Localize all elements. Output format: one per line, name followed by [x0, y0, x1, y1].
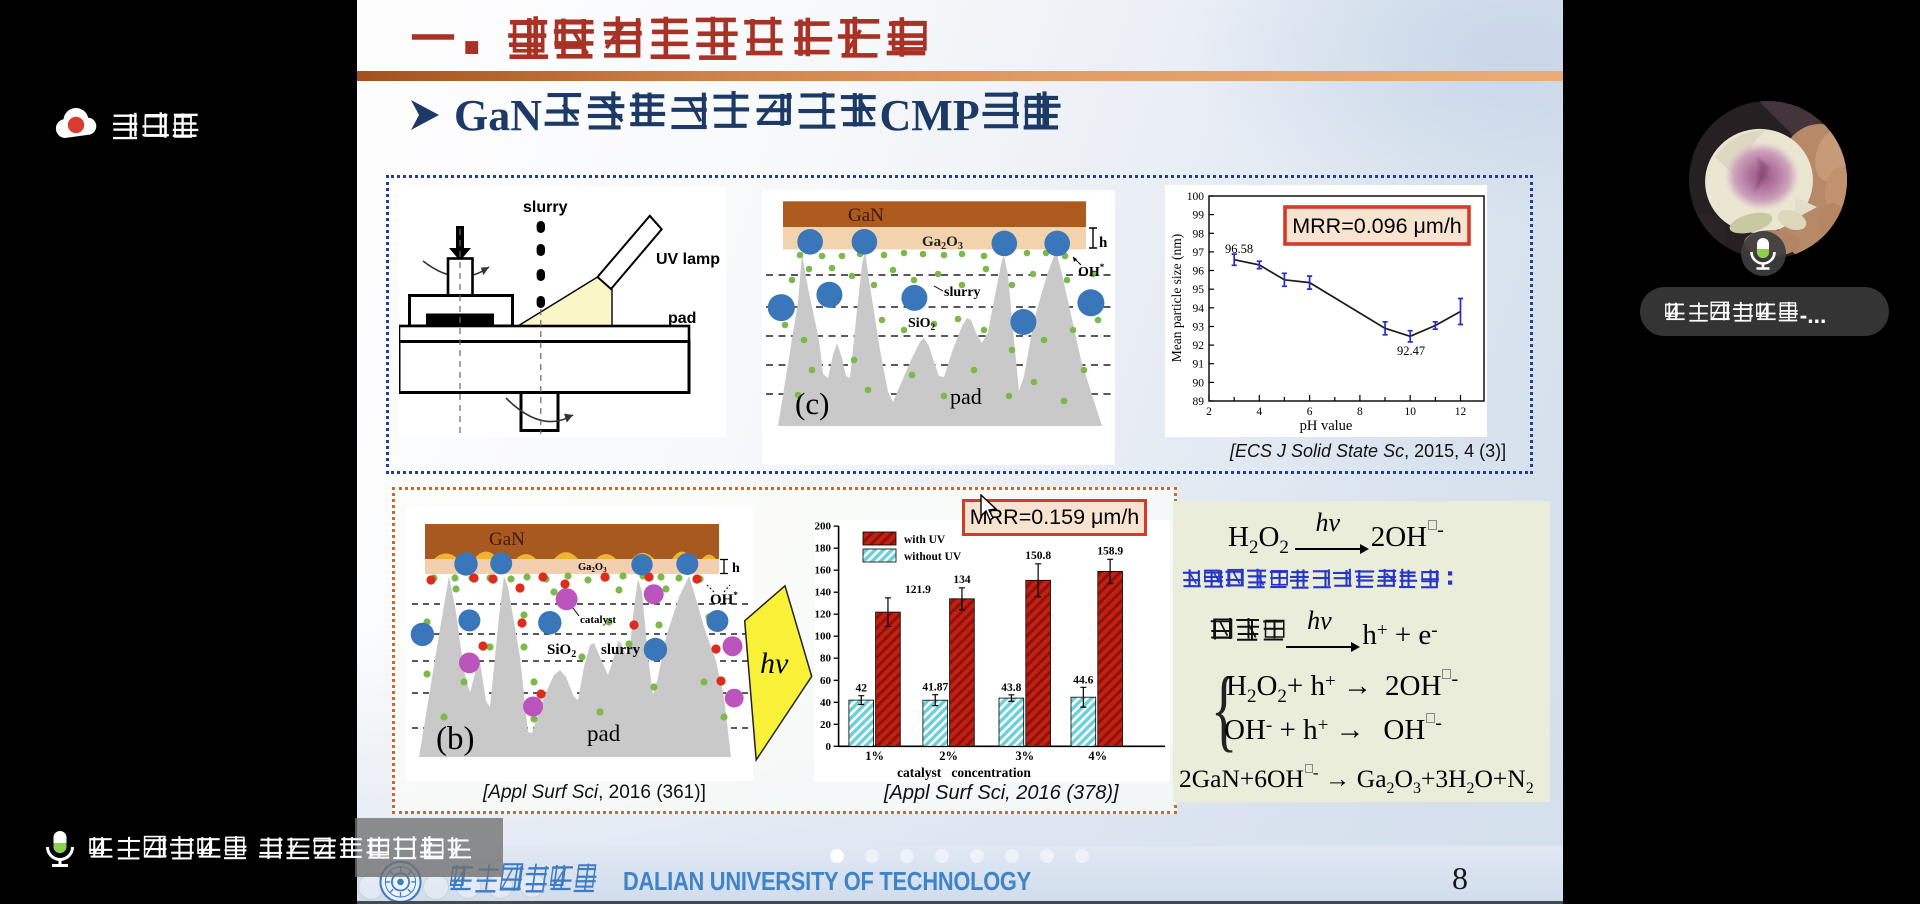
- svg-text:slurry: slurry: [523, 199, 568, 216]
- svg-text:100: 100: [1187, 191, 1205, 203]
- svg-text:60: 60: [820, 675, 832, 687]
- svg-text:97: 97: [1193, 247, 1205, 259]
- svg-text:94: 94: [1193, 303, 1205, 315]
- svg-text:121.9: 121.9: [905, 584, 931, 596]
- svg-text:95: 95: [1193, 284, 1205, 296]
- svg-text:h: h: [732, 561, 740, 576]
- svg-text:42: 42: [856, 683, 868, 695]
- svg-text:20: 20: [820, 719, 832, 731]
- svg-text:0: 0: [826, 741, 832, 753]
- svg-text:80: 80: [820, 653, 832, 665]
- svg-text:catalyst: catalyst: [580, 614, 616, 626]
- svg-text:160: 160: [815, 565, 832, 577]
- svg-text:180: 180: [815, 543, 832, 555]
- svg-text:UV lamp: UV lamp: [656, 251, 720, 268]
- svg-text:92.47: 92.47: [1397, 344, 1425, 358]
- svg-text:93: 93: [1193, 322, 1205, 334]
- svg-text:89: 89: [1193, 396, 1205, 408]
- svg-text:Mean particle size (nm): Mean particle size (nm): [1169, 234, 1184, 363]
- svg-text:Ga2O3: Ga2O3: [578, 562, 607, 574]
- svg-text:12: 12: [1455, 406, 1467, 418]
- svg-text:150.8: 150.8: [1025, 550, 1051, 562]
- svg-text:91: 91: [1193, 359, 1205, 371]
- svg-text:134: 134: [953, 574, 971, 586]
- svg-text:(b): (b): [436, 721, 474, 757]
- svg-text:158.9: 158.9: [1097, 545, 1123, 557]
- svg-text:44.6: 44.6: [1073, 674, 1093, 686]
- svg-text:2%: 2%: [939, 749, 958, 763]
- svg-text:MRR=0.096 μm/h: MRR=0.096 μm/h: [1292, 214, 1462, 238]
- svg-text:200: 200: [815, 521, 832, 533]
- svg-text:pH value: pH value: [1300, 418, 1353, 434]
- svg-text:2: 2: [1206, 406, 1212, 418]
- svg-text:SiO2: SiO2: [908, 316, 936, 332]
- svg-text:96.58: 96.58: [1225, 242, 1253, 256]
- svg-text:hv: hv: [760, 647, 789, 680]
- svg-text:1%: 1%: [865, 749, 884, 763]
- svg-text:92: 92: [1193, 340, 1205, 352]
- svg-text:pad: pad: [950, 384, 982, 409]
- svg-text:41.87: 41.87: [922, 682, 948, 694]
- svg-text:99: 99: [1193, 210, 1205, 222]
- svg-text:slurry: slurry: [601, 642, 641, 658]
- svg-text:40: 40: [820, 697, 832, 709]
- svg-text:120: 120: [815, 609, 832, 621]
- svg-text:SiO2: SiO2: [547, 642, 576, 660]
- svg-text:100: 100: [815, 631, 832, 643]
- svg-text:OH*: OH*: [1078, 262, 1105, 280]
- svg-text:96: 96: [1193, 266, 1205, 278]
- svg-text:GaN: GaN: [489, 529, 525, 550]
- svg-text:3%: 3%: [1015, 749, 1034, 763]
- svg-text:8: 8: [1357, 406, 1363, 418]
- svg-text:90: 90: [1193, 377, 1205, 389]
- svg-text:slurry: slurry: [944, 285, 981, 300]
- svg-text:without UV: without UV: [904, 551, 962, 563]
- svg-text:GaN: GaN: [848, 205, 884, 226]
- svg-text:(c): (c): [795, 386, 829, 421]
- svg-text:140: 140: [815, 587, 832, 599]
- svg-text:98: 98: [1193, 228, 1205, 240]
- svg-text:catalyst concentration: catalyst concentration: [897, 765, 1031, 780]
- svg-text:6: 6: [1307, 406, 1313, 418]
- svg-text:43.8: 43.8: [1001, 682, 1021, 694]
- svg-text:with UV: with UV: [904, 534, 946, 546]
- svg-text:h: h: [1099, 235, 1108, 251]
- svg-text:OH*: OH*: [710, 590, 738, 608]
- svg-text:Ga2O3: Ga2O3: [922, 234, 963, 252]
- svg-text:4: 4: [1256, 406, 1262, 418]
- svg-text:4%: 4%: [1088, 749, 1107, 763]
- svg-text:10: 10: [1404, 406, 1416, 418]
- svg-text:pad: pad: [587, 721, 621, 746]
- svg-text:pad: pad: [668, 310, 696, 327]
